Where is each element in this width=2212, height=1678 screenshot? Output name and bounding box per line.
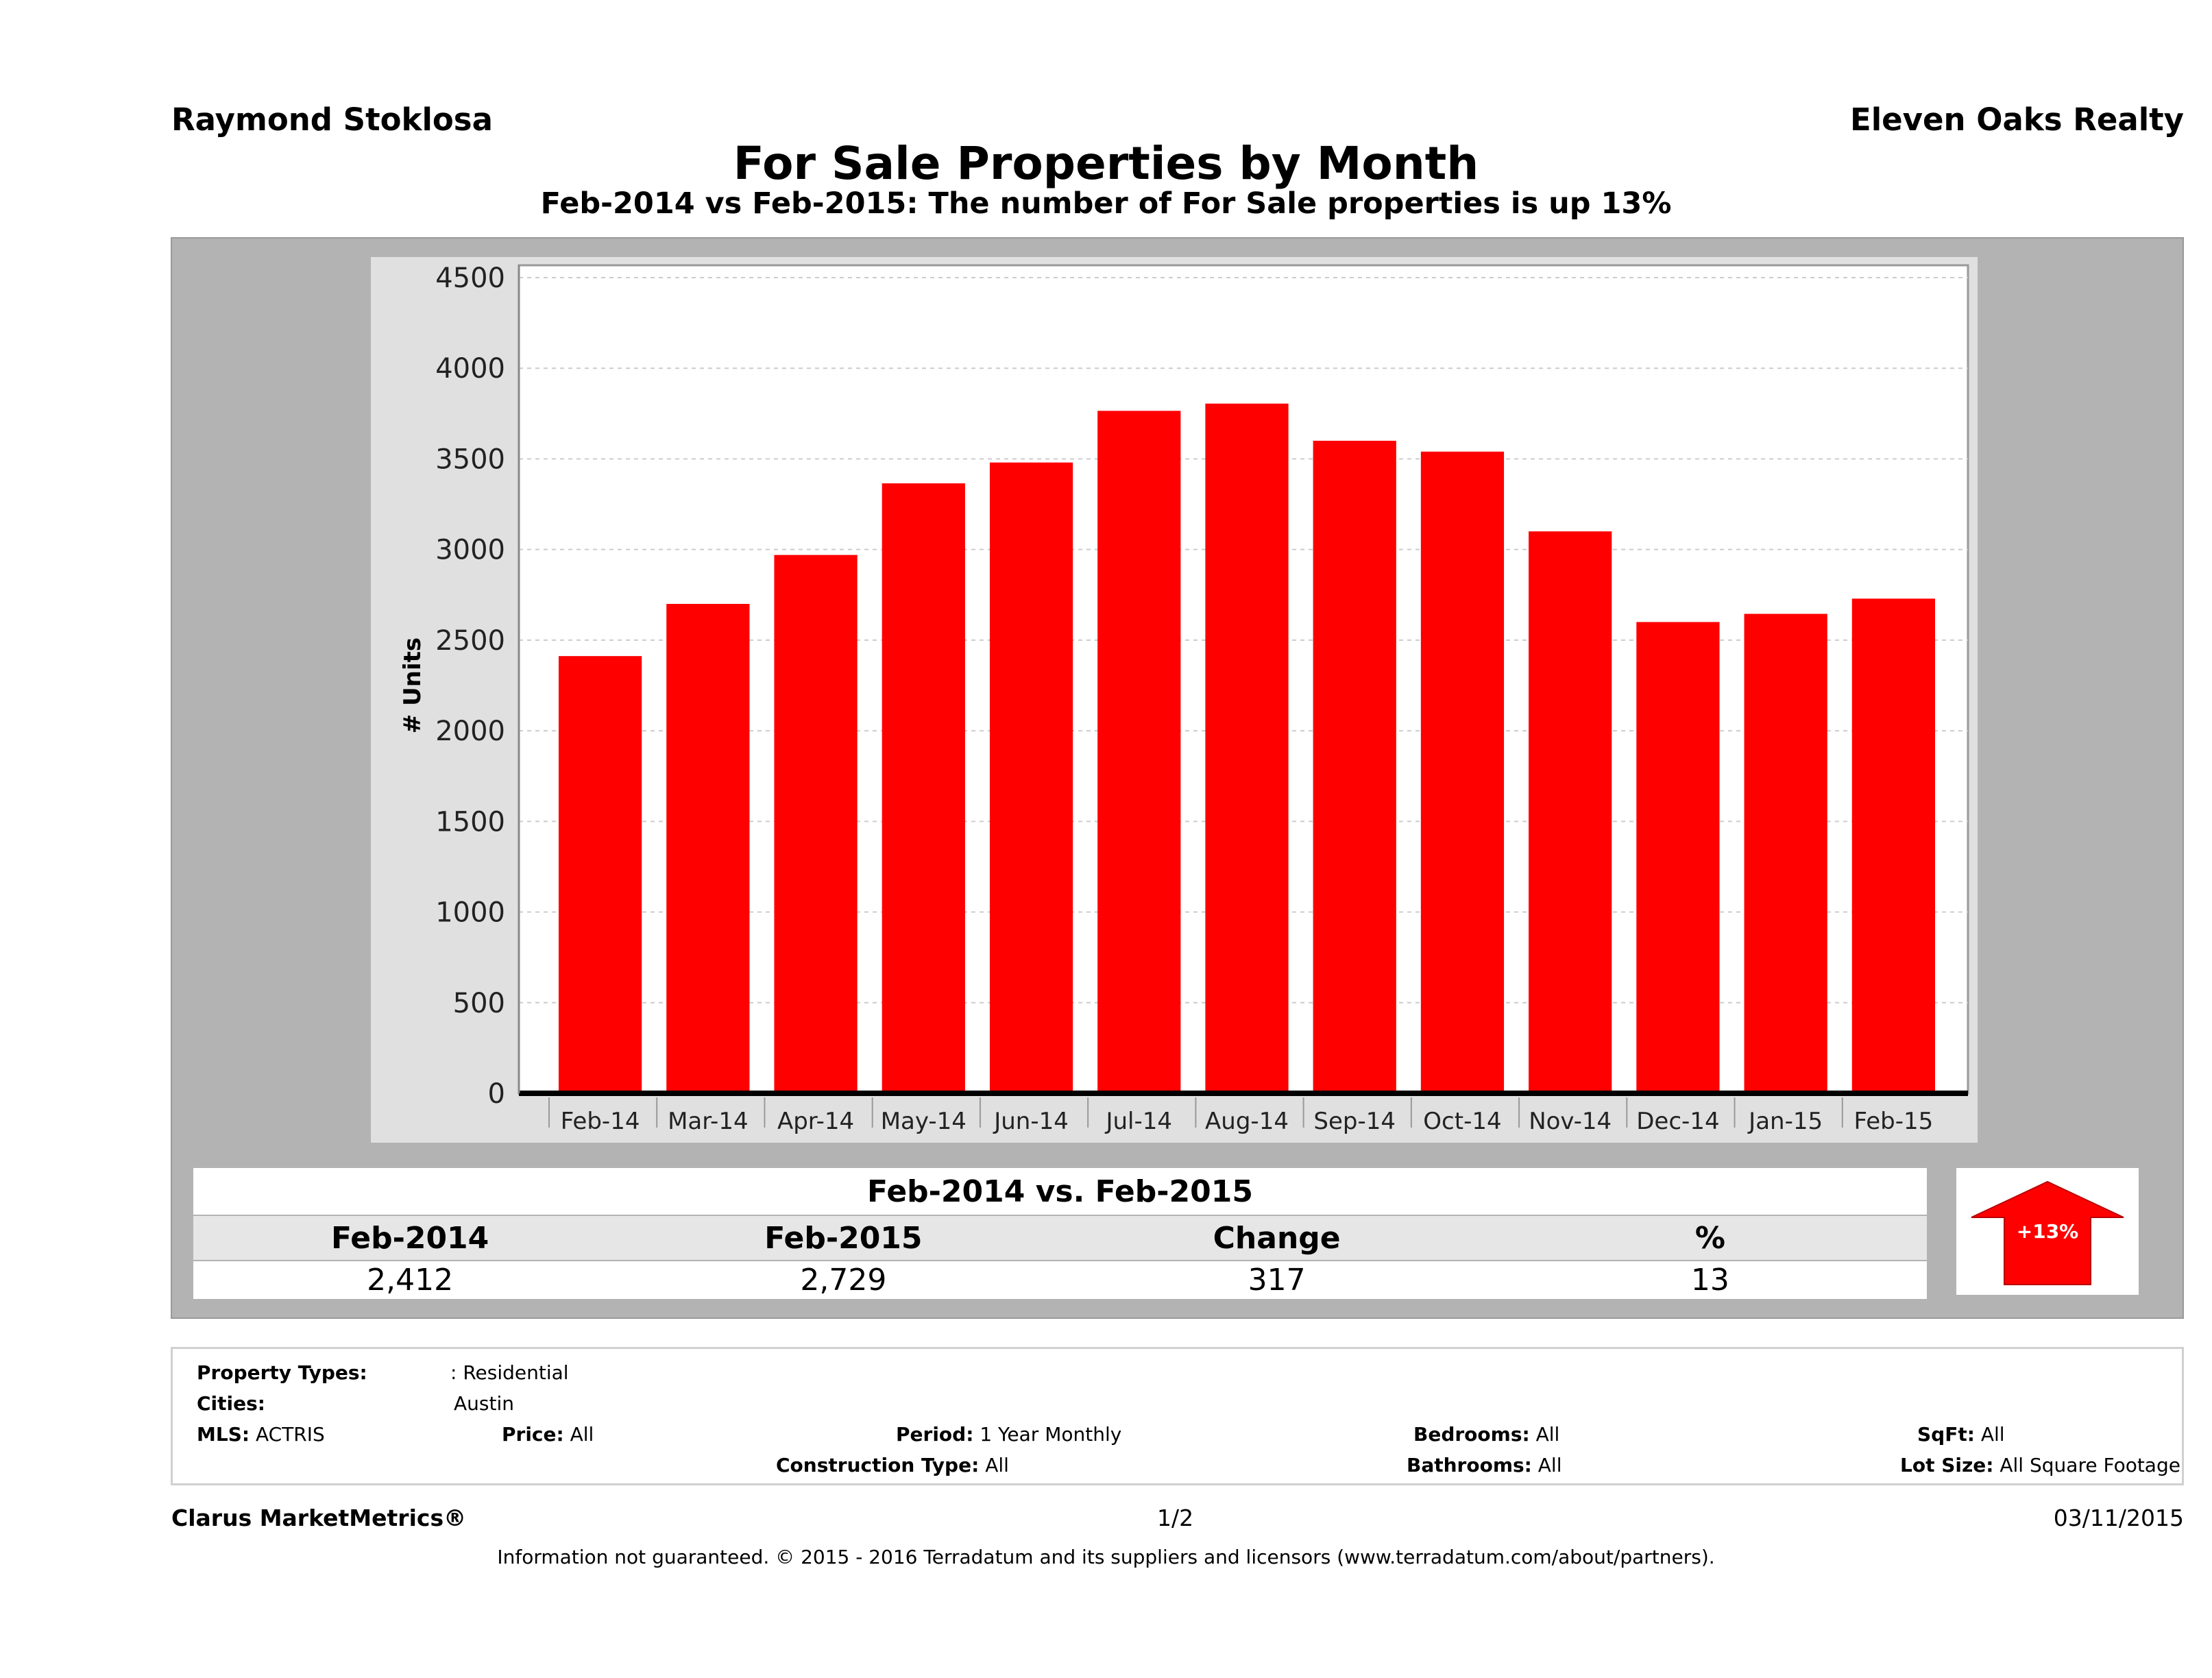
- summary-title-row: Feb-2014 vs. Feb-2015: [193, 1168, 1927, 1215]
- footer-brand: Clarus MarketMetrics®: [171, 1505, 467, 1531]
- filter-criteria: Property Types: : Residential Cities: Au…: [171, 1347, 2184, 1485]
- summary-value-row: 2,412 2,729 317 13: [193, 1261, 1927, 1299]
- x-tick-label: Jun-14: [993, 1108, 1069, 1135]
- page-number: 1/2: [1157, 1505, 1194, 1531]
- x-tick-label: Mar-14: [668, 1108, 749, 1135]
- filter-label: MLS:: [197, 1423, 250, 1446]
- y-tick-label: 3000: [435, 535, 505, 566]
- bar: [774, 555, 858, 1093]
- bar: [1097, 411, 1181, 1093]
- filter-label: SqFt:: [1917, 1423, 1975, 1446]
- summary-value: 317: [1248, 1263, 1306, 1298]
- y-tick-label: 4500: [435, 263, 505, 294]
- filter-label: Construction Type:: [776, 1454, 980, 1476]
- summary-header-row: Feb-2014 Feb-2015 Change %: [193, 1216, 1927, 1260]
- x-tick-label: Jul-14: [1104, 1108, 1172, 1135]
- page-title: For Sale Properties by Month: [733, 137, 1479, 190]
- summary-header: Feb-2015: [764, 1220, 923, 1256]
- disclaimer: Information not guaranteed. © 2015 - 201…: [497, 1546, 1715, 1568]
- y-tick-label: 0: [488, 1078, 505, 1110]
- x-tick-label: Aug-14: [1205, 1108, 1289, 1135]
- filter-value: 1 Year Monthly: [980, 1423, 1122, 1446]
- bar: [666, 604, 750, 1093]
- filter-label: Bedrooms:: [1413, 1423, 1530, 1446]
- bar: [882, 483, 965, 1093]
- change-badge: +13%: [1956, 1168, 2139, 1295]
- bar: [1636, 622, 1720, 1093]
- bar: [1744, 613, 1827, 1093]
- filter-value: All: [570, 1423, 594, 1446]
- filter-value: All: [1980, 1423, 2005, 1446]
- filter-label: Cities:: [197, 1392, 265, 1415]
- bar: [1205, 403, 1289, 1093]
- y-tick-label: 3500: [435, 443, 505, 475]
- summary-value: 2,412: [367, 1263, 454, 1298]
- x-tick-label: Sep-14: [1313, 1108, 1396, 1135]
- badge-label: +13%: [2017, 1220, 2078, 1243]
- y-tick-label: 1500: [435, 806, 505, 838]
- bar: [1420, 451, 1505, 1093]
- x-tick-label: Apr-14: [777, 1108, 854, 1135]
- bar: [559, 656, 642, 1093]
- filter-label: Property Types:: [197, 1361, 367, 1384]
- summary-header: Change: [1213, 1220, 1341, 1256]
- bar: [989, 462, 1073, 1093]
- filter-label: Period:: [896, 1423, 974, 1446]
- summary-header: %: [1694, 1220, 1725, 1256]
- filter-value: All: [1535, 1423, 1560, 1446]
- y-axis-label: # Units: [399, 637, 426, 733]
- filter-value: : Residential: [450, 1361, 569, 1384]
- filter-label: Lot Size:: [1900, 1454, 1994, 1476]
- brokerage-name: Eleven Oaks Realty: [1849, 101, 2184, 138]
- filter-value: All Square Footage: [2000, 1454, 2180, 1476]
- arrow-up-icon: +13%: [1971, 1180, 2124, 1285]
- y-tick-label: 4000: [435, 353, 505, 385]
- y-tick-label: 2000: [435, 716, 505, 747]
- x-tick-label: Feb-14: [561, 1108, 640, 1135]
- bar-chart: 0 500 1000 1500 2000 2500 3000 3500 4000 4500 Feb-…: [399, 263, 1969, 1135]
- x-tick-label: Dec-14: [1636, 1108, 1719, 1135]
- y-tick-label: 2500: [435, 625, 505, 657]
- y-tick-label: 1000: [435, 897, 505, 929]
- x-tick-label: Oct-14: [1423, 1108, 1501, 1135]
- x-tick-label: Feb-15: [1854, 1108, 1934, 1135]
- report-date: 03/11/2015: [2053, 1505, 2184, 1531]
- bar: [1851, 598, 1935, 1093]
- filter-value: Austin: [454, 1392, 514, 1415]
- summary-value: 2,729: [800, 1263, 887, 1298]
- y-tick-label: 500: [453, 988, 505, 1019]
- page-subtitle: Feb-2014 vs Feb-2015: The number of For …: [540, 186, 1672, 221]
- agent-name: Raymond Stoklosa: [171, 101, 493, 138]
- bar: [1313, 441, 1396, 1093]
- summary-title: Feb-2014 vs. Feb-2015: [867, 1174, 1253, 1209]
- filter-label: Bathrooms:: [1407, 1454, 1532, 1476]
- summary-header: Feb-2014: [330, 1220, 489, 1256]
- bar: [1529, 531, 1612, 1093]
- x-tick-label: May-14: [881, 1108, 967, 1135]
- x-tick-label: Nov-14: [1529, 1108, 1612, 1135]
- filter-value: ACTRIS: [255, 1423, 325, 1446]
- summary-value: 13: [1690, 1263, 1729, 1298]
- filter-value: All: [1538, 1454, 1562, 1476]
- x-tick-label: Jan-15: [1747, 1108, 1823, 1135]
- filter-value: All: [985, 1454, 1009, 1476]
- filter-label: Price:: [502, 1423, 564, 1446]
